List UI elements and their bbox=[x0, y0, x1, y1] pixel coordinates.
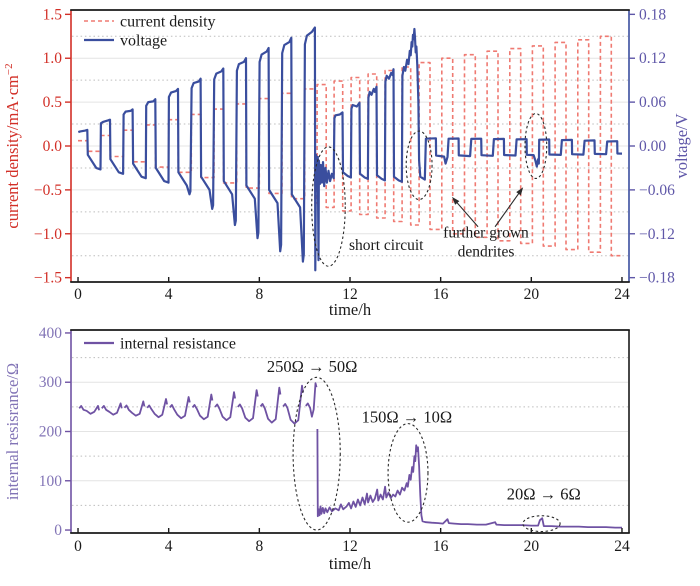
left-tick-label: 300 bbox=[39, 374, 63, 391]
series-internal-resistance bbox=[237, 389, 259, 423]
x-tick-label: 8 bbox=[255, 538, 263, 555]
annotation-text: 150Ω → 10Ω bbox=[362, 408, 453, 427]
annotation-ellipse bbox=[522, 515, 561, 533]
x-tick-label: 0 bbox=[74, 538, 82, 555]
x-tick-label: 20 bbox=[524, 538, 540, 555]
annotation-arrow bbox=[494, 191, 521, 228]
right-tick-label: −0.06 bbox=[639, 182, 675, 199]
left-tick-label: 400 bbox=[39, 325, 63, 342]
x-axis-title: time/h bbox=[329, 300, 372, 319]
right-axis-title: voltage/V bbox=[672, 113, 691, 178]
annotation-arrowhead bbox=[516, 187, 524, 196]
gridlines bbox=[72, 357, 628, 506]
annotation-ellipse bbox=[387, 423, 429, 523]
annotation-ellipse bbox=[311, 146, 346, 267]
x-tick-label: 24 bbox=[614, 538, 630, 555]
series-internal-resistance bbox=[191, 393, 214, 421]
axes: 0 4 8 12 16 20 24 time/h 1.5 1.0 0.5 0.0 −0.5 −1.0 −1.… bbox=[3, 6, 691, 319]
annotation-ellipse bbox=[524, 112, 548, 180]
series-internal-resistance bbox=[214, 391, 236, 422]
series-internal-resistance bbox=[169, 396, 191, 420]
annotation-ellipse bbox=[405, 130, 433, 201]
x-tick-label: 24 bbox=[614, 286, 630, 303]
right-tick-label: 0.06 bbox=[639, 94, 666, 111]
series-internal-resistance bbox=[101, 402, 123, 416]
annotation-text: 250Ω → 50Ω bbox=[267, 357, 358, 376]
annotation-arrowhead bbox=[451, 196, 460, 205]
annotation-ellipse bbox=[292, 376, 341, 531]
gridlines bbox=[72, 35, 628, 257]
series-internal-resistance bbox=[123, 400, 146, 417]
series-group bbox=[77, 26, 623, 272]
legend: internal resistance bbox=[84, 336, 236, 353]
series-voltage bbox=[77, 26, 623, 272]
annotations: 250Ω → 50Ω 150Ω → 10Ω 20Ω → 6Ω bbox=[267, 357, 581, 533]
x-tick-label: 4 bbox=[165, 538, 173, 555]
bottom-chart: 0 4 8 12 16 20 24 time/h 400 300 200 100 0 internal r… bbox=[3, 325, 630, 573]
x-axis-title: time/h bbox=[329, 554, 372, 573]
x-tick-label: 16 bbox=[433, 286, 449, 303]
left-axis-title: current density/mA·cm−2 bbox=[3, 63, 22, 228]
left-tick-label: 0.5 bbox=[43, 94, 63, 111]
x-tick-label: 20 bbox=[524, 286, 540, 303]
left-tick-label: 0.0 bbox=[43, 138, 63, 155]
left-axis-title: internal resisrance/Ω bbox=[3, 363, 22, 500]
annotations: short circuit further grown dendrites bbox=[311, 112, 548, 267]
left-tick-label: 100 bbox=[39, 473, 63, 490]
legend-label: voltage bbox=[120, 33, 167, 50]
x-tick-label: 4 bbox=[165, 286, 173, 303]
right-tick-label: −0.18 bbox=[639, 270, 675, 287]
annotation-text: 20Ω → 6Ω bbox=[507, 485, 581, 504]
series-internal-resistance bbox=[78, 405, 100, 415]
left-tick-label: 0 bbox=[54, 522, 62, 539]
legend: current density voltage bbox=[84, 14, 216, 50]
legend-label: current density bbox=[120, 14, 216, 31]
axes: 0 4 8 12 16 20 24 time/h 400 300 200 100 0 internal r… bbox=[3, 325, 630, 573]
annotation-text: further grown bbox=[443, 225, 529, 242]
series-internal-resistance bbox=[282, 384, 304, 425]
series-internal-resistance bbox=[146, 398, 168, 419]
series-internal-resistance bbox=[316, 428, 622, 529]
annotation-text: short circuit bbox=[349, 237, 424, 254]
right-tick-label: −0.12 bbox=[639, 226, 675, 243]
left-tick-label: 1.0 bbox=[43, 50, 63, 67]
series-internal-resistance bbox=[259, 386, 282, 424]
left-tick-label: 200 bbox=[39, 424, 63, 441]
left-tick-label: −1.5 bbox=[34, 270, 62, 287]
series-internal-resistance bbox=[305, 382, 318, 418]
x-tick-label: 0 bbox=[74, 286, 82, 303]
left-tick-label: −1.0 bbox=[34, 226, 62, 243]
right-tick-label: 0.00 bbox=[639, 138, 666, 155]
annotation-text: dendrites bbox=[458, 244, 515, 261]
right-tick-label: 0.12 bbox=[639, 50, 666, 67]
x-tick-label: 12 bbox=[342, 286, 358, 303]
x-tick-label: 16 bbox=[433, 538, 449, 555]
left-tick-label: 1.5 bbox=[43, 6, 63, 23]
top-chart: 0 4 8 12 16 20 24 time/h 1.5 1.0 0.5 0.0 −0.5 −1.0 −1.… bbox=[3, 6, 691, 319]
series-group bbox=[78, 382, 622, 529]
x-tick-label: 12 bbox=[342, 538, 358, 555]
x-tick-label: 8 bbox=[255, 286, 263, 303]
left-tick-label: −0.5 bbox=[34, 182, 62, 199]
legend-label: internal resistance bbox=[120, 336, 236, 353]
right-tick-label: 0.18 bbox=[639, 6, 666, 23]
annotation-arrow bbox=[455, 201, 479, 228]
